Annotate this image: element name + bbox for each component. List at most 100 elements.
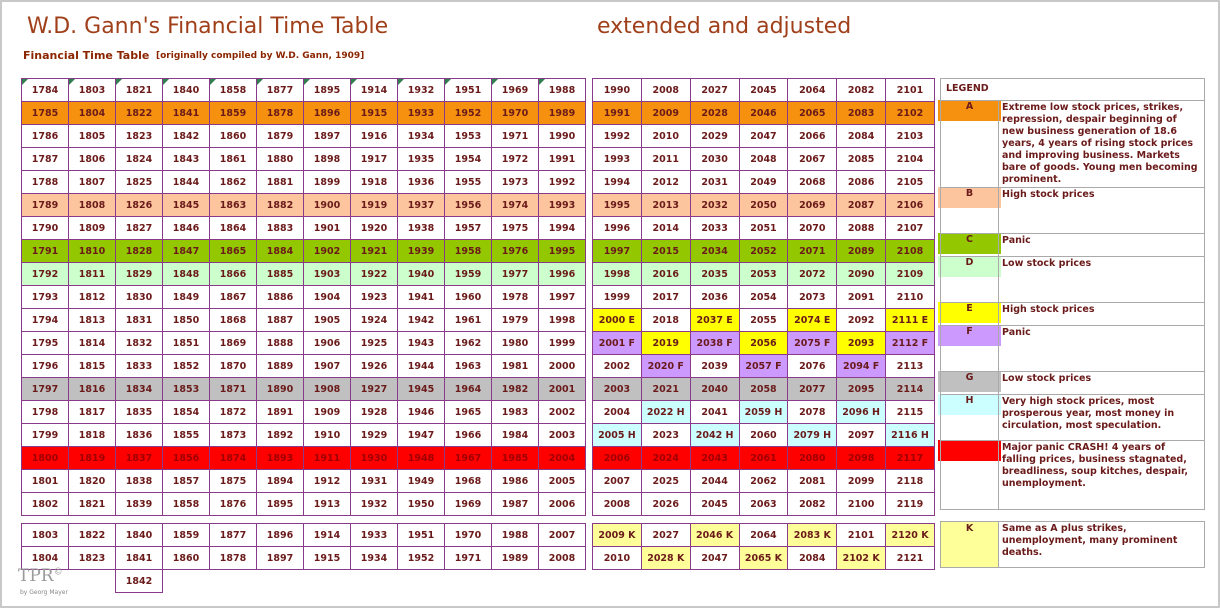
year-cell: 1896 [256,523,304,547]
year-cell: 2108 [885,239,935,263]
year-cell: 2063 [738,492,789,516]
table-row: 1804 1823 1841 1860 1878 1897 1915 1934 1952 1971… [21,546,586,570]
year-cell [304,570,351,593]
year-cell: 2060 [738,423,789,447]
year-cell: 1999 [592,285,642,309]
legend-key-K: K [940,521,999,568]
year-cell: 2019 [640,331,691,355]
legend-swatch: F [938,325,1001,346]
year-cell: 2107 [885,216,935,240]
year-cell: 2005 [538,469,586,493]
year-cell: 2004 [538,446,586,470]
year-cell: 1907 [303,354,351,378]
legend-text-K: Same as A plus strikes, unemployment, ma… [998,521,1205,568]
year-cell: 2003 [538,423,586,447]
year-cell: 1910 [303,423,351,447]
year-cell: 2030 [689,147,740,171]
legend-row: Major panic CRASH! 4 years of falling pr… [938,440,1205,510]
year-cell: 1961 [444,308,492,332]
table-row: 1802 1821 1839 1858 1876 1895 1913 1932 1950 1969… [21,492,586,516]
year-cell: 1934 [350,546,398,570]
year-cell: 1842 [162,124,210,148]
table-row: 1785 1804 1822 1841 1859 1878 1896 1915 1933 1952… [21,101,586,125]
year-cell: 1979 [491,308,539,332]
year-cell: 1848 [162,262,210,286]
legend-text: Very high stock prices, most prosperous … [998,394,1205,441]
table-row: 2009 K 2027 2046 K 2064 2083 K 2101 2120 K [592,523,935,547]
year-cell: 2090 [836,262,887,286]
year-cell: 1864 [209,216,257,240]
year-cell: 1829 [115,262,163,286]
year-cell: 1941 [397,285,445,309]
year-cell: 1995 [538,239,586,263]
year-cell: 1989 [538,101,586,125]
year-cell: 1824 [115,147,163,171]
year-cell: 2115 [885,400,935,424]
year-cell: 2042 H [689,423,740,447]
year-cell: 1803 [68,78,116,102]
year-cell: 1820 [68,469,116,493]
year-cell: 2020 F [640,354,691,378]
year-cell: 1842 [115,569,163,593]
year-cell: 1881 [256,170,304,194]
year-cell: 1970 [491,101,539,125]
copyright-mark: © [53,567,63,578]
year-cell: 1997 [538,285,586,309]
year-cell: 2091 [836,285,887,309]
year-cell: 1905 [303,308,351,332]
legend-row: H Very high stock prices, most prosperous… [938,394,1205,441]
year-cell: 2009 [640,101,691,125]
year-cell: 2073 [787,285,838,309]
year-cell: 2083 K [787,523,838,547]
year-cell: 2011 [640,147,691,171]
year-cell: 1971 [491,124,539,148]
table-row: 1996 2014 2033 2051 2070 2088 2107 [592,216,935,240]
year-cell: 1958 [444,239,492,263]
year-cell: 1914 [303,523,351,547]
year-cell: 1821 [115,78,163,102]
year-cell: 1823 [115,124,163,148]
year-cell: 2017 [640,285,691,309]
legend-swatch: D [938,256,1001,277]
table-row: 2006 2024 2043 2061 2080 2098 2117 [592,446,935,470]
year-cell: 1878 [209,546,257,570]
year-cell: 1933 [397,101,445,125]
year-cell: 1994 [592,170,642,194]
year-cell: 1794 [21,308,69,332]
table-row: 1794 1813 1831 1850 1868 1887 1905 1924 1942 1961… [21,308,586,332]
year-cell: 2046 [738,101,789,125]
year-cell: 2070 [787,216,838,240]
year-cell: 1838 [115,469,163,493]
year-cell: 2089 [836,239,887,263]
year-cell: 1908 [303,377,351,401]
year-cell: 1821 [68,492,116,516]
year-cell: 2112 F [885,331,935,355]
year-cell: 2005 H [592,423,642,447]
table-row: 1797 1816 1834 1853 1871 1890 1908 1927 1945 1964… [21,377,586,401]
year-cell: 2092 [836,308,887,332]
year-cell: 2088 [836,216,887,240]
year-cell: 1823 [68,546,116,570]
year-cell: 2057 F [738,354,789,378]
page-title: W.D. Gann's Financial Time Table [27,14,389,39]
year-cell: 2044 [689,469,740,493]
year-cell: 1912 [303,469,351,493]
year-cell: 1873 [209,423,257,447]
year-cell: 1852 [162,354,210,378]
year-cell: 1899 [303,170,351,194]
title-extension: extended and adjusted [597,14,852,39]
year-cell: 1998 [592,262,642,286]
year-cell: 2051 [738,216,789,240]
table-row: 2005 H 2023 2042 H 2060 2079 H 2097 2116 H [592,423,935,447]
year-cell [351,570,398,593]
year-cell: 2079 H [787,423,838,447]
table-row: 1795 1814 1832 1851 1869 1888 1906 1925 1943 1962… [21,331,586,355]
legend-key: E [938,302,1001,326]
table-row: 1990 2008 2027 2045 2064 2082 2101 [592,78,935,102]
year-cell: 1845 [162,193,210,217]
subtitle: Financial Time Table [23,49,150,62]
table-row: 1998 2016 2035 2053 2072 2090 2109 [592,262,935,286]
year-cell: 2034 [689,239,740,263]
year-cell: 2016 [640,262,691,286]
year-cell: 1996 [538,262,586,286]
